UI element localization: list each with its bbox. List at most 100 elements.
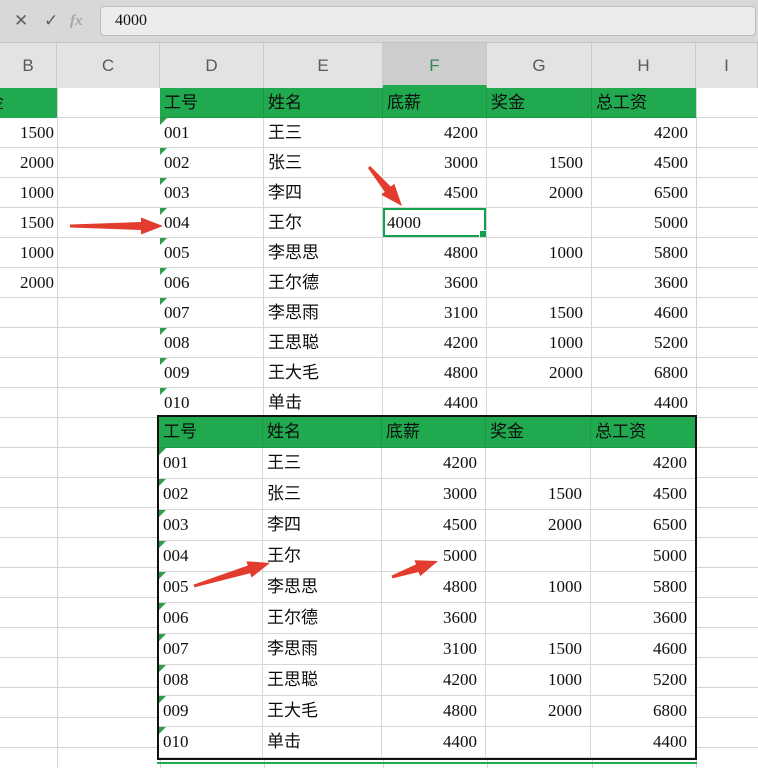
table-cell[interactable]: 3600 xyxy=(383,268,487,298)
column-header-F[interactable]: F xyxy=(383,43,487,88)
table-cell[interactable]: 002 xyxy=(160,148,264,178)
table-cell[interactable]: 王大毛 xyxy=(264,358,383,388)
table-header-cell[interactable]: 姓名 xyxy=(263,417,382,448)
table-cell[interactable]: 4400 xyxy=(592,388,696,418)
table-cell[interactable]: 003 xyxy=(159,510,263,541)
table-cell[interactable]: 3000 xyxy=(383,148,487,178)
table-cell[interactable]: 3600 xyxy=(382,603,486,634)
column-header-C[interactable]: C xyxy=(57,43,160,88)
table-cell[interactable]: 张三 xyxy=(263,479,382,510)
table-cell[interactable]: 4500 xyxy=(382,510,486,541)
fx-icon[interactable]: fx xyxy=(70,13,83,29)
formula-input[interactable]: 4000 xyxy=(100,6,756,36)
table-cell[interactable]: 王尔德 xyxy=(263,603,382,634)
table-cell[interactable]: 5800 xyxy=(592,238,696,268)
table-cell[interactable]: 001 xyxy=(159,448,263,479)
table-cell[interactable]: 4400 xyxy=(591,727,695,758)
left-column-cell[interactable]: 1000 xyxy=(0,238,57,268)
table-cell[interactable]: 4500 xyxy=(591,479,695,510)
table-cell[interactable]: 1500 xyxy=(486,479,591,510)
table-cell[interactable] xyxy=(486,603,591,634)
table-cell[interactable]: 李思思 xyxy=(264,238,383,268)
table-header-cell[interactable]: 总工资 xyxy=(591,417,695,448)
table-cell[interactable]: 王大毛 xyxy=(263,696,382,727)
table-cell[interactable]: 001 xyxy=(160,118,264,148)
left-column-cell[interactable]: 1500 xyxy=(0,208,57,238)
table-header-cell[interactable]: 工号 xyxy=(159,417,263,448)
table-cell[interactable]: 单击 xyxy=(263,727,382,758)
table-cell[interactable]: 4600 xyxy=(592,298,696,328)
column-header-H[interactable]: H xyxy=(592,43,696,88)
table-cell[interactable]: 006 xyxy=(160,268,264,298)
table-cell[interactable]: 007 xyxy=(159,634,263,665)
table-cell[interactable]: 5200 xyxy=(591,665,695,696)
table-cell[interactable]: 5000 xyxy=(592,208,696,238)
table-cell[interactable]: 6800 xyxy=(591,696,695,727)
table-cell[interactable]: 4800 xyxy=(382,572,486,603)
table-cell[interactable]: 006 xyxy=(159,603,263,634)
table-cell[interactable]: 6500 xyxy=(591,510,695,541)
table-cell[interactable]: 3600 xyxy=(591,603,695,634)
column-header-E[interactable]: E xyxy=(264,43,383,88)
cancel-icon[interactable]: ✕ xyxy=(14,11,29,30)
table-cell[interactable]: 王尔德 xyxy=(264,268,383,298)
table-cell[interactable]: 5000 xyxy=(591,541,695,572)
table-cell[interactable]: 005 xyxy=(159,572,263,603)
table-cell[interactable]: 2000 xyxy=(487,358,592,388)
table-cell[interactable]: 李四 xyxy=(263,510,382,541)
table-header-cell[interactable]: 底薪 xyxy=(382,417,486,448)
table-header-cell[interactable]: 奖金 xyxy=(486,417,591,448)
table-cell[interactable] xyxy=(487,388,592,418)
table-cell[interactable]: 4800 xyxy=(383,358,487,388)
left-column-header-cell[interactable]: 金 xyxy=(0,88,57,118)
editing-cell[interactable]: 4000 xyxy=(383,208,487,238)
table-cell[interactable]: 008 xyxy=(159,665,263,696)
table-cell[interactable]: 002 xyxy=(159,479,263,510)
table-cell[interactable]: 008 xyxy=(160,328,264,358)
column-header-D[interactable]: D xyxy=(160,43,264,88)
table-cell[interactable]: 王尔 xyxy=(263,541,382,572)
table-cell[interactable]: 1000 xyxy=(487,238,592,268)
table-cell[interactable]: 王思聪 xyxy=(264,328,383,358)
table-cell[interactable]: 4200 xyxy=(592,118,696,148)
table-cell[interactable] xyxy=(487,118,592,148)
table-cell[interactable]: 005 xyxy=(160,238,264,268)
table-header-cell[interactable]: 工号 xyxy=(160,88,264,118)
table-cell[interactable]: 1000 xyxy=(486,572,591,603)
table-cell[interactable]: 李思雨 xyxy=(264,298,383,328)
left-column-cell[interactable]: 2000 xyxy=(0,268,57,298)
table-cell[interactable]: 1500 xyxy=(487,298,592,328)
confirm-icon[interactable]: ✓ xyxy=(44,11,59,30)
table-cell[interactable]: 4500 xyxy=(383,178,487,208)
table-cell[interactable]: 6800 xyxy=(592,358,696,388)
table-cell[interactable]: 1500 xyxy=(487,148,592,178)
table-cell[interactable]: 2000 xyxy=(487,178,592,208)
table-cell[interactable]: 1000 xyxy=(487,328,592,358)
table-cell[interactable]: 张三 xyxy=(264,148,383,178)
table-cell[interactable]: 007 xyxy=(160,298,264,328)
table-cell[interactable]: 5800 xyxy=(591,572,695,603)
table-cell[interactable]: 4800 xyxy=(383,238,487,268)
table-cell[interactable]: 2000 xyxy=(486,510,591,541)
table-header-cell[interactable]: 姓名 xyxy=(264,88,383,118)
table-cell[interactable]: 李思雨 xyxy=(263,634,382,665)
table-cell[interactable]: 王尔 xyxy=(264,208,383,238)
table-cell[interactable]: 李思思 xyxy=(263,572,382,603)
table-cell[interactable]: 6500 xyxy=(592,178,696,208)
table-cell[interactable]: 1000 xyxy=(486,665,591,696)
left-column-cell[interactable]: 1000 xyxy=(0,178,57,208)
table-cell[interactable]: 4800 xyxy=(382,696,486,727)
table-cell[interactable]: 003 xyxy=(160,178,264,208)
table-cell[interactable]: 2000 xyxy=(486,696,591,727)
table-cell[interactable]: 009 xyxy=(160,358,264,388)
table-header-cell[interactable]: 总工资 xyxy=(592,88,696,118)
table-cell[interactable] xyxy=(487,268,592,298)
table-cell[interactable]: 3100 xyxy=(382,634,486,665)
column-header-B[interactable]: B xyxy=(0,43,57,88)
table-header-cell[interactable]: 底薪 xyxy=(383,88,487,118)
table-cell[interactable]: 5000 xyxy=(382,541,486,572)
table-cell[interactable]: 4500 xyxy=(592,148,696,178)
column-header-I[interactable]: I xyxy=(696,43,758,88)
table-cell[interactable]: 010 xyxy=(160,388,264,418)
table-cell[interactable]: 3000 xyxy=(382,479,486,510)
